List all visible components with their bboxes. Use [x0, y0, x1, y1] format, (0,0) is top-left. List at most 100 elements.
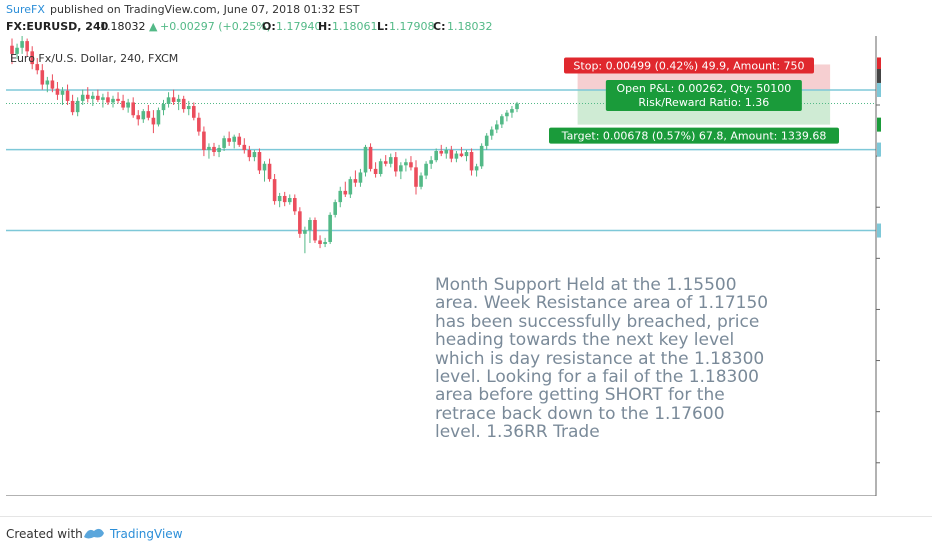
created-with-label: Created with	[6, 527, 83, 541]
candle-body	[373, 168, 378, 174]
candle-body	[70, 100, 75, 113]
analysis-note-line: area before getting SHORT for the	[435, 385, 725, 406]
candle-body	[388, 157, 393, 164]
price-axis-label-bg	[877, 57, 881, 72]
candle-body	[106, 97, 110, 103]
candle-body	[308, 220, 312, 231]
footer: Created with TradingView	[0, 516, 932, 551]
candle-body	[247, 149, 252, 158]
tradingview-logo-icon[interactable]	[82, 525, 106, 544]
candle-body	[217, 147, 221, 153]
candle-body	[313, 220, 317, 241]
close-label: C:	[433, 20, 446, 33]
candle-body	[328, 214, 332, 242]
candle-body	[424, 163, 428, 176]
price-chart[interactable]: 1.110001.120001.130001.140001.150001.160…	[6, 36, 881, 496]
candle-body	[156, 110, 161, 125]
candle-body	[484, 135, 489, 146]
candle-body	[277, 195, 282, 202]
candle-body	[469, 152, 474, 171]
analysis-note-line: heading towards the next key level	[435, 330, 735, 351]
close-value: 1.18032	[447, 20, 493, 33]
candle-body	[429, 160, 433, 164]
candle-body	[75, 100, 80, 113]
candle-body	[282, 195, 287, 203]
candle-body	[25, 41, 29, 52]
candle-body	[449, 149, 454, 159]
candle-body	[383, 161, 388, 164]
candle-body	[91, 95, 95, 99]
candle-body	[151, 117, 156, 125]
price-axis-label-bg	[877, 142, 881, 157]
candle-body	[474, 166, 479, 171]
candle-body	[272, 179, 277, 202]
candle-body	[227, 138, 231, 142]
pnl-label-text: Open P&L: 0.00262, Qty: 50100	[616, 82, 791, 95]
candle-body	[126, 102, 130, 108]
target-label-text: Target: 0.00678 (0.57%) 67.8, Amount: 13…	[561, 130, 827, 143]
candle-body	[212, 146, 216, 153]
candle-body	[136, 115, 141, 120]
candle-body	[237, 136, 242, 145]
candle-body	[252, 152, 257, 158]
candle-body	[343, 190, 348, 195]
candle-body	[65, 90, 70, 101]
candle-body	[111, 98, 115, 103]
candle-body	[116, 98, 120, 101]
price-axis-label-bg	[877, 82, 881, 97]
candle-body	[96, 95, 100, 100]
high-value: 1.18061	[332, 20, 378, 33]
price-axis-label: 1.18294	[877, 82, 881, 97]
candle-body	[10, 45, 14, 54]
publish-header: SureFX published on TradingView.com, Jun…	[0, 0, 932, 18]
up-arrow-icon: ▲	[149, 20, 158, 33]
target-label-bg	[549, 127, 839, 144]
candle-body	[378, 161, 383, 174]
candle-body	[348, 179, 353, 195]
low-label: L:	[377, 20, 389, 33]
candle-body	[242, 144, 247, 150]
price-axis-label-bg	[877, 117, 881, 132]
tradingview-brand[interactable]: TradingView	[110, 527, 183, 541]
candle-body	[409, 162, 413, 168]
candle-body	[267, 163, 272, 180]
high-label: H:	[318, 20, 332, 33]
candle-body	[186, 106, 191, 110]
candle-body	[454, 153, 459, 159]
candle-body	[101, 97, 105, 100]
candle-body	[399, 165, 403, 172]
candle-body	[141, 111, 146, 120]
candle-body	[166, 97, 171, 104]
candle-body	[80, 94, 85, 101]
last-price: 1.18032	[100, 20, 146, 33]
candle-body	[262, 163, 267, 171]
symbol-label[interactable]: FX:EURUSD, 240	[6, 20, 109, 33]
candle-body	[257, 152, 262, 171]
candle-body	[298, 211, 302, 234]
price-axis-label: 1.18793	[877, 57, 881, 72]
candle-body	[15, 47, 19, 54]
candle-body	[368, 146, 373, 169]
candle-body	[489, 129, 494, 136]
analysis-note-line: retrace back down to the 1.17600	[435, 403, 725, 424]
candle-body	[358, 172, 363, 183]
low-value: 1.17908	[389, 20, 435, 33]
analysis-note-line: level. 1.36RR Trade	[435, 422, 600, 443]
candle-body	[293, 198, 297, 212]
candle-body	[404, 162, 408, 166]
candle-body	[35, 64, 40, 71]
chart-pane[interactable]: 1.110001.120001.130001.140001.150001.160…	[6, 36, 881, 496]
candle-body	[40, 70, 45, 85]
candle-body	[85, 94, 90, 99]
open-label: O:	[262, 20, 276, 33]
change-value: +0.00297 (+0.25%)	[160, 20, 271, 33]
candle-body	[419, 175, 423, 187]
candle-body	[439, 151, 444, 154]
candle-body	[202, 131, 206, 150]
author-name[interactable]: SureFX	[6, 3, 45, 16]
candle-body	[197, 117, 201, 132]
candle-body	[303, 230, 307, 234]
stop-label-text: Stop: 0.00499 (0.42%) 49.9, Amount: 750	[573, 59, 804, 72]
candle-body	[444, 149, 449, 154]
candle-body	[171, 97, 176, 102]
